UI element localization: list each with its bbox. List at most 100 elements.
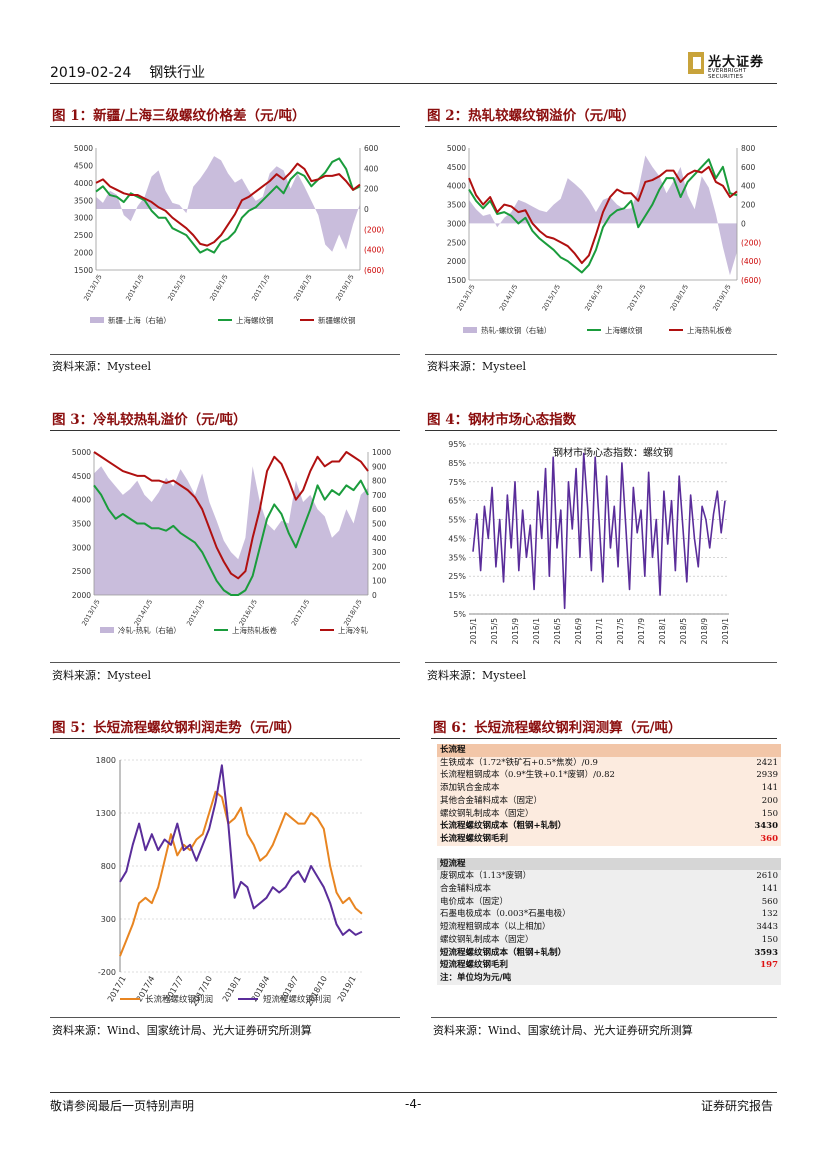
fig3-left-tick: 5000: [72, 448, 91, 457]
short-heading: 短流程: [437, 857, 781, 871]
fig3-title-rule: [50, 430, 400, 431]
fig4-x-tick: 2015/5: [490, 618, 499, 645]
fig2-left-tick: 5000: [447, 144, 466, 153]
fig2-line-2: [468, 165, 738, 265]
fig3-x-tick: 2018/1/5: [342, 598, 364, 627]
report-date: 2019-02-24: [50, 65, 132, 81]
fig3-left-tick: 2000: [72, 591, 91, 600]
fig5-line-2: [119, 764, 363, 936]
table-row: 废钢成本（1.13*废钢） 2610: [437, 870, 781, 884]
fig4-x-tick: 2018/9: [700, 618, 709, 645]
fig2-title: 图 2：热轧较螺纹钢溢价（元/吨）: [427, 108, 636, 124]
fig4-x-tick: 2017/9: [637, 618, 646, 645]
fig2-left-tick: 2500: [447, 238, 466, 247]
fig3-right-tick: 100: [372, 577, 387, 586]
fig1-legend-swatch: [90, 317, 104, 323]
fig4-y-tick: 25%: [448, 572, 466, 581]
fig3-right-tick: 700: [372, 491, 387, 500]
fig1-title-rule: [50, 126, 400, 127]
fig2-legend: 热轧-螺纹钢（右轴） 上海螺纹钢 上海热轧板卷: [463, 325, 732, 335]
row-value: 132: [732, 908, 781, 922]
fig4-source-rule: [425, 662, 777, 663]
fig4-source: 资料来源：Mysteel: [427, 669, 527, 682]
fig3-x-tick: 2013/1/5: [80, 598, 102, 627]
short-total-row: 短流程螺纹钢成本（粗钢+轧制） 3593: [437, 946, 781, 960]
fig1-x-tick: 2013/1/5: [82, 273, 104, 302]
long-total-row: 长流程螺纹钢成本（粗钢+轧制） 3430: [437, 820, 781, 833]
fig5-legend: 长流程螺纹钢利润 短流程螺纹钢利润: [120, 994, 331, 1005]
fig5-title: 图 5：长短流程螺纹钢利润走势（元/吨）: [52, 720, 301, 736]
fig1-right-tick: 600: [364, 144, 379, 153]
fig1-right-tick: 0: [364, 205, 369, 214]
fig6-source-rule: [431, 1017, 777, 1018]
fig1-title: 图 1：新疆/上海三级螺纹价格差（元/吨）: [52, 108, 306, 124]
fig1-left-tick: 3000: [74, 214, 93, 223]
fig3-left-tick: 2500: [72, 567, 91, 576]
fig5-y-tick: -200: [98, 968, 116, 977]
table-row: 螺纹钢轧制成本（固定） 150: [437, 807, 781, 821]
fig5-legend-label: 短流程螺纹钢利润: [263, 994, 331, 1005]
fig4-x-tick: 2017/1: [595, 618, 604, 645]
row-value: 2421: [732, 756, 781, 770]
fig4-line: [472, 452, 726, 610]
short-heading-row: 短流程: [437, 857, 781, 871]
fig3-line-series: [93, 451, 369, 596]
fig5-y-tick: 1800: [96, 756, 116, 765]
fig4-chart: 95% 85% 75% 65% 55% 45% 35% 25% 15% 5%2015/1 2015/…: [448, 440, 730, 645]
fig3-right-tick: 1000: [372, 448, 391, 457]
fig5-source: 资料来源：Wind、国家统计局、光大证券研究所测算: [52, 1024, 312, 1037]
fig3-x-tick: 2015/1/5: [185, 598, 207, 627]
fig2-left-tick: 4000: [447, 182, 466, 191]
fig2-line-1: [468, 158, 738, 274]
fig4-x-tick: 2016/5: [553, 618, 562, 645]
fig3-right-tick: 800: [372, 477, 387, 486]
fig1-x-tick: 2016/1/5: [208, 273, 230, 302]
fig2-left-tick: 1500: [447, 276, 466, 285]
fig2-legend-label: 上海螺纹钢: [605, 325, 643, 335]
fig1-left-tick: 4000: [74, 179, 93, 188]
fig1-x-tick: 2019/1/5: [334, 273, 356, 302]
fig5-line-series: [119, 764, 363, 957]
fig2-right-tick: (200): [741, 238, 761, 247]
fig2-source: 资料来源：Mysteel: [427, 360, 527, 373]
fig4-line-series: [472, 452, 726, 610]
row-value: 150: [732, 807, 781, 821]
fig1-right-tick: (600): [364, 266, 384, 275]
fig2-x-tick: 2013/1/5: [455, 283, 477, 312]
fig1-legend-label: 上海螺纹钢: [236, 315, 274, 325]
fig4-chart-title: 钢材市场心态指数：螺纹钢: [553, 446, 673, 459]
fig1-right-tick: 200: [364, 185, 379, 194]
fig2-right-tick: 800: [741, 144, 756, 153]
fig3-right-tick: 0: [372, 591, 377, 600]
fig1-line-series: [95, 157, 361, 254]
fig1-legend: 新疆-上海（右轴） 上海螺纹钢 新疆螺纹钢: [90, 315, 356, 325]
fig1-left-tick: 1500: [74, 266, 93, 275]
note-row: 注：单位均为元/吨: [437, 971, 781, 985]
logo-name-en: EVERBRIGHT SECURITIES: [708, 68, 747, 80]
table-row: 其他合金辅料成本（固定） 200: [437, 794, 781, 808]
fig3-left-tick: 3500: [72, 520, 91, 529]
fig4-y-tick: 55%: [448, 516, 466, 525]
fig2-left-tick: 3000: [447, 219, 466, 228]
fig4-x-tick: 2015/1: [469, 618, 478, 645]
fig1-source: 资料来源：Mysteel: [52, 360, 152, 373]
fig3-right-tick: 600: [372, 505, 387, 514]
fig5-y-tick: 300: [101, 915, 116, 924]
fig1-legend-label: 新疆螺纹钢: [318, 315, 356, 325]
fig1-left-tick: 2000: [74, 249, 93, 258]
fig1-source-rule: [50, 354, 400, 355]
fig1-area-series: [96, 156, 360, 252]
fig1-left-tick: 2500: [74, 231, 93, 240]
fig5-source-rule: [50, 1017, 400, 1018]
logo-name-cn: 光大证券: [708, 55, 765, 70]
fig3-source: 资料来源：Mysteel: [52, 669, 152, 682]
row-label: 其他合金辅料成本（固定）: [437, 794, 733, 808]
fig6-cost-table: 长流程 生铁成本（1.72*铁矿石+0.5*焦炭）/0.9 2421 长流程粗钢成…: [437, 744, 781, 985]
table-row: 石墨电极成本（0.003*石墨电极） 132: [437, 908, 781, 922]
row-label: 生铁成本（1.72*铁矿石+0.5*焦炭）/0.9: [437, 756, 733, 770]
fig3-line-1: [93, 479, 369, 596]
fig2-right-tick: 400: [741, 182, 756, 191]
row-value: 2610: [732, 870, 781, 884]
footer-divider: [50, 1092, 777, 1093]
